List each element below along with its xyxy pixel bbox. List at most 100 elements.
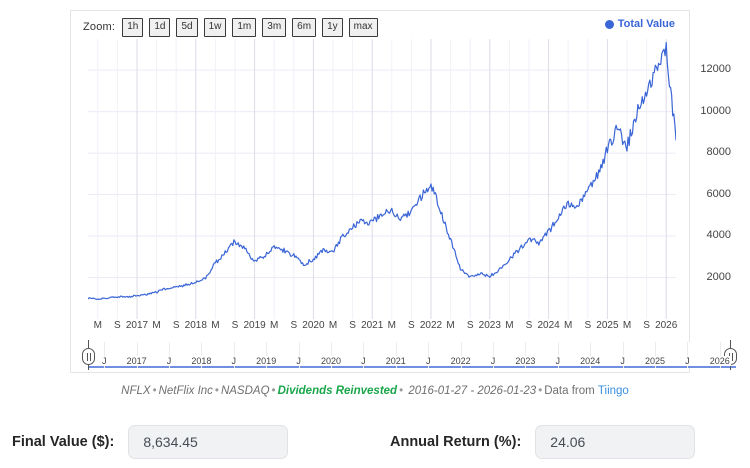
navigator-grid-line: [233, 342, 235, 368]
y-axis: 2000 4000 6000 8000 10000 12000: [683, 39, 731, 319]
navigator-tick-label: J: [684, 356, 691, 366]
x-axis-tick-label: 2018: [184, 320, 207, 331]
navigator-tick-label: J: [619, 356, 626, 366]
range-selector-label: Zoom:: [83, 21, 116, 33]
legend-item-total-value: Total Value: [617, 18, 675, 30]
caption-exchange: NASDAQ: [220, 385, 270, 397]
navigator-tick-label: 2026: [708, 356, 731, 366]
zoom-button-max[interactable]: max: [348, 17, 378, 37]
caption-data-from: Data from: [544, 385, 595, 397]
x-axis-tick-label: S: [525, 320, 533, 331]
navigator-tick-label: 2021: [384, 356, 407, 366]
x-axis-tick-label: M: [211, 320, 220, 331]
x-axis-tick-label: 2017: [125, 320, 149, 331]
x-axis-tick-label: S: [584, 320, 592, 331]
caption-company: NetFlix Inc: [158, 385, 213, 397]
caption-separator: •: [271, 385, 276, 397]
y-axis-tick-label: 12000: [700, 63, 731, 76]
navigator-series-line: [88, 366, 736, 368]
navigator-grid-line: [136, 342, 138, 368]
data-source-link[interactable]: Tiingo: [597, 385, 629, 397]
x-axis-tick-label: S: [466, 320, 474, 331]
final-value-label: Final Value ($):: [12, 433, 115, 450]
navigator-tick-label: 2020: [319, 356, 343, 366]
zoom-button-6m[interactable]: 6m: [292, 17, 317, 37]
x-axis-tick-label: 2023: [478, 320, 501, 331]
caption-ticker: NFLX: [121, 385, 151, 397]
navigator-background: [88, 342, 736, 368]
navigator-tick-label: J: [489, 356, 497, 366]
annual-return-input[interactable]: 24.06: [535, 424, 696, 459]
zoom-button-1y[interactable]: 1y: [322, 17, 343, 37]
final-value-input[interactable]: 8,634.45: [128, 424, 289, 459]
zoom-button-1w[interactable]: 1w: [203, 17, 227, 37]
chart-caption: NFLX • NetFlix Inc • NASDAQ • Dividends Reinve…: [0, 385, 750, 397]
x-axis-tick-label: 2021: [361, 320, 384, 331]
x-axis-tick-label: 2019: [243, 320, 266, 331]
zoom-button-1d[interactable]: 1d: [149, 17, 171, 37]
navigator-grid-line: [395, 342, 397, 368]
annual-return-field-group: Annual Return (%): 24.06: [390, 415, 696, 468]
caption-separator: •: [214, 385, 219, 397]
navigator-grid-line: [266, 342, 268, 368]
y-axis-tick-label: 4000: [706, 229, 731, 242]
x-axis-tick-label: 2024: [537, 320, 560, 331]
caption-separator: •: [538, 385, 543, 397]
navigator-tick-label: 2019: [255, 356, 278, 366]
x-axis-tick-label: M: [152, 320, 161, 331]
navigator-tick-label: 2023: [514, 356, 537, 366]
navigator-grid-line: [622, 342, 624, 368]
zoom-button-5d[interactable]: 5d: [176, 17, 198, 37]
x-axis-tick-label: 2022: [419, 320, 443, 331]
navigator-grid-line: [687, 342, 689, 368]
navigator-grid-line: [655, 342, 656, 368]
x-axis-tick-label: S: [231, 320, 239, 331]
x-axis-tick-label: M: [446, 320, 455, 331]
x-axis-tick-label: S: [172, 320, 180, 331]
chart-legend[interactable]: Total Value: [604, 18, 675, 30]
navigator[interactable]: J 2017 J 2018 J 2019 J 2020 J 2021 J 2022 J 2023 J 2024…: [82, 340, 737, 372]
navigator-tick-label: J: [100, 356, 108, 366]
navigator-tick-label: J: [360, 356, 367, 366]
price-line-chart: [88, 39, 676, 319]
navigator-tick-label: J: [554, 356, 562, 366]
total-value-line: [88, 42, 676, 300]
y-axis-tick-label: 8000: [706, 146, 731, 159]
navigator-left-handle[interactable]: [82, 340, 95, 370]
navigator-grid-line: [590, 342, 592, 368]
x-axis-tick-label: M: [564, 320, 573, 331]
navigator-grid-line: [428, 342, 430, 368]
x-axis-tick-label: S: [290, 320, 298, 331]
x-axis: M S 2017 M S 2018 M S 2019 M S 2020 M S 2021 M S 2022 M S 20…: [88, 320, 678, 336]
plot-area[interactable]: [88, 39, 676, 319]
x-axis-tick-label: M: [505, 320, 514, 331]
y-axis-tick-label: 2000: [706, 270, 731, 283]
navigator-grid-line: [298, 342, 300, 368]
x-axis-tick-label: 2026: [655, 320, 678, 331]
x-axis-tick-label: M: [622, 320, 632, 331]
stock-chart-panel: Zoom: 1h 1d 5d 1w 1m 3m 6m 1y max Total …: [70, 10, 737, 373]
navigator-grid-line: [201, 342, 203, 368]
caption-dividends-reinvested: Dividends Reinvested: [277, 385, 398, 397]
x-axis-tick-label: M: [270, 320, 279, 331]
caption-date-range: 2016-01-27 - 2026-01-23: [408, 385, 537, 397]
navigator-left-handle-grip: [82, 348, 95, 365]
navigator-grid-line: [104, 342, 106, 368]
y-axis-tick-label: 6000: [706, 187, 731, 200]
navigator-tick-label: 2024: [579, 356, 602, 366]
x-axis-tick-label: S: [643, 320, 650, 331]
x-axis-tick-label: S: [114, 320, 121, 331]
x-axis-tick-label: S: [408, 320, 415, 331]
navigator-grid-line: [525, 342, 527, 368]
zoom-button-1m[interactable]: 1m: [232, 17, 257, 37]
navigator-tick-label: 2017: [125, 356, 148, 366]
x-axis-tick-label: 2025: [596, 320, 619, 331]
navigator-tick-label: 2018: [190, 356, 213, 366]
zoom-button-1h[interactable]: 1h: [122, 17, 144, 37]
final-value-field-group: Final Value ($): 8,634.45: [12, 415, 289, 468]
navigator-grid-line: [169, 342, 170, 368]
navigator-tick-label: 2022: [449, 356, 472, 366]
annual-return-label: Annual Return (%):: [390, 433, 522, 450]
x-axis-tick-label: M: [328, 320, 338, 331]
zoom-button-3m[interactable]: 3m: [262, 17, 287, 37]
